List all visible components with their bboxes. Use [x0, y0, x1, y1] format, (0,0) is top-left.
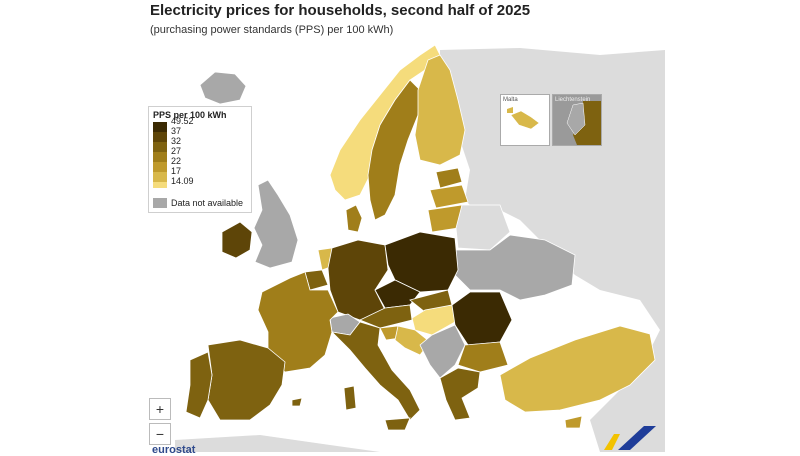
legend-swatch: [153, 122, 167, 132]
region-finland[interactable]: [414, 54, 466, 166]
region-norway[interactable]: [329, 44, 441, 201]
legend-row: 27: [153, 147, 247, 162]
region-spain[interactable]: [207, 339, 286, 421]
region-denmark[interactable]: [345, 204, 363, 233]
region-sardinia[interactable]: [343, 385, 357, 411]
legend-break-label: 49.52: [171, 116, 194, 126]
legend-row: 22: [153, 157, 247, 172]
legend-na-swatch: [153, 198, 167, 208]
inset-malta-label: Malta: [503, 97, 518, 103]
region-iceland[interactable]: [199, 71, 247, 105]
legend-break-label: 17: [171, 166, 182, 176]
malta-shape: [507, 107, 540, 130]
region-estonia[interactable]: [435, 167, 463, 189]
region-latvia[interactable]: [429, 184, 469, 209]
region-balearics[interactable]: [291, 397, 303, 407]
liechtenstein-shape: [566, 101, 601, 145]
non-eu-land-south: [175, 435, 380, 452]
region-bulgaria[interactable]: [457, 341, 509, 373]
legend-break-label: 22: [171, 156, 182, 166]
legend-na-row: Data not available: [153, 198, 247, 208]
legend-break-label: 37: [171, 126, 182, 136]
legend-swatch: [153, 152, 167, 162]
map-title: Electricity prices for households, secon…: [150, 2, 531, 19]
legend-row: 14.09: [153, 177, 247, 192]
region-sicily[interactable]: [384, 417, 411, 431]
region-western-balkans[interactable]: [419, 324, 466, 379]
europe-map[interactable]: [145, 42, 665, 452]
legend-swatch: [153, 162, 167, 172]
legend-title: PPS per 100 kWh: [153, 110, 227, 120]
legend-row: 37: [153, 127, 247, 142]
region-romania[interactable]: [451, 291, 513, 346]
zoom-out-button[interactable]: −: [149, 423, 171, 445]
legend-swatch: [153, 172, 167, 182]
legend-row: 17: [153, 167, 247, 182]
legend-swatch: [153, 132, 167, 142]
region-greece[interactable]: [439, 367, 481, 421]
legend-scale: 49.52 37 32 27 22 17 14.09: [153, 117, 247, 192]
legend-row: 49.52: [153, 117, 247, 132]
region-turkey[interactable]: [499, 325, 656, 413]
region-uk[interactable]: [253, 179, 299, 269]
legend-row: 32: [153, 137, 247, 152]
region-germany[interactable]: [327, 239, 389, 321]
legend-break-label: 14.09: [171, 176, 194, 186]
legend-break-label: 32: [171, 136, 182, 146]
map-subtitle: (purchasing power standards (PPS) per 10…: [150, 24, 394, 36]
region-italy[interactable]: [330, 321, 421, 421]
region-ukraine[interactable]: [454, 234, 576, 301]
legend-na-label: Data not available: [171, 198, 244, 208]
legend-break-label: 27: [171, 146, 182, 156]
region-sweden[interactable]: [367, 79, 421, 221]
zoom-in-button[interactable]: +: [149, 398, 171, 420]
legend-swatch: [153, 142, 167, 152]
region-cyprus[interactable]: [564, 415, 583, 429]
map-legend: PPS per 100 kWh 49.52 37 32 27 22 17 14.09 Dat…: [148, 106, 252, 213]
region-portugal[interactable]: [185, 351, 213, 419]
inset-malta[interactable]: Malta: [500, 94, 550, 146]
eurostat-logo-text: eurostat: [152, 444, 196, 456]
eurostat-logo-icon: [604, 426, 656, 450]
legend-swatch: [153, 182, 167, 188]
inset-liechtenstein-label: Liechtenstein: [555, 97, 591, 103]
region-ireland[interactable]: [221, 221, 253, 259]
inset-liechtenstein[interactable]: Liechtenstein: [552, 94, 602, 146]
